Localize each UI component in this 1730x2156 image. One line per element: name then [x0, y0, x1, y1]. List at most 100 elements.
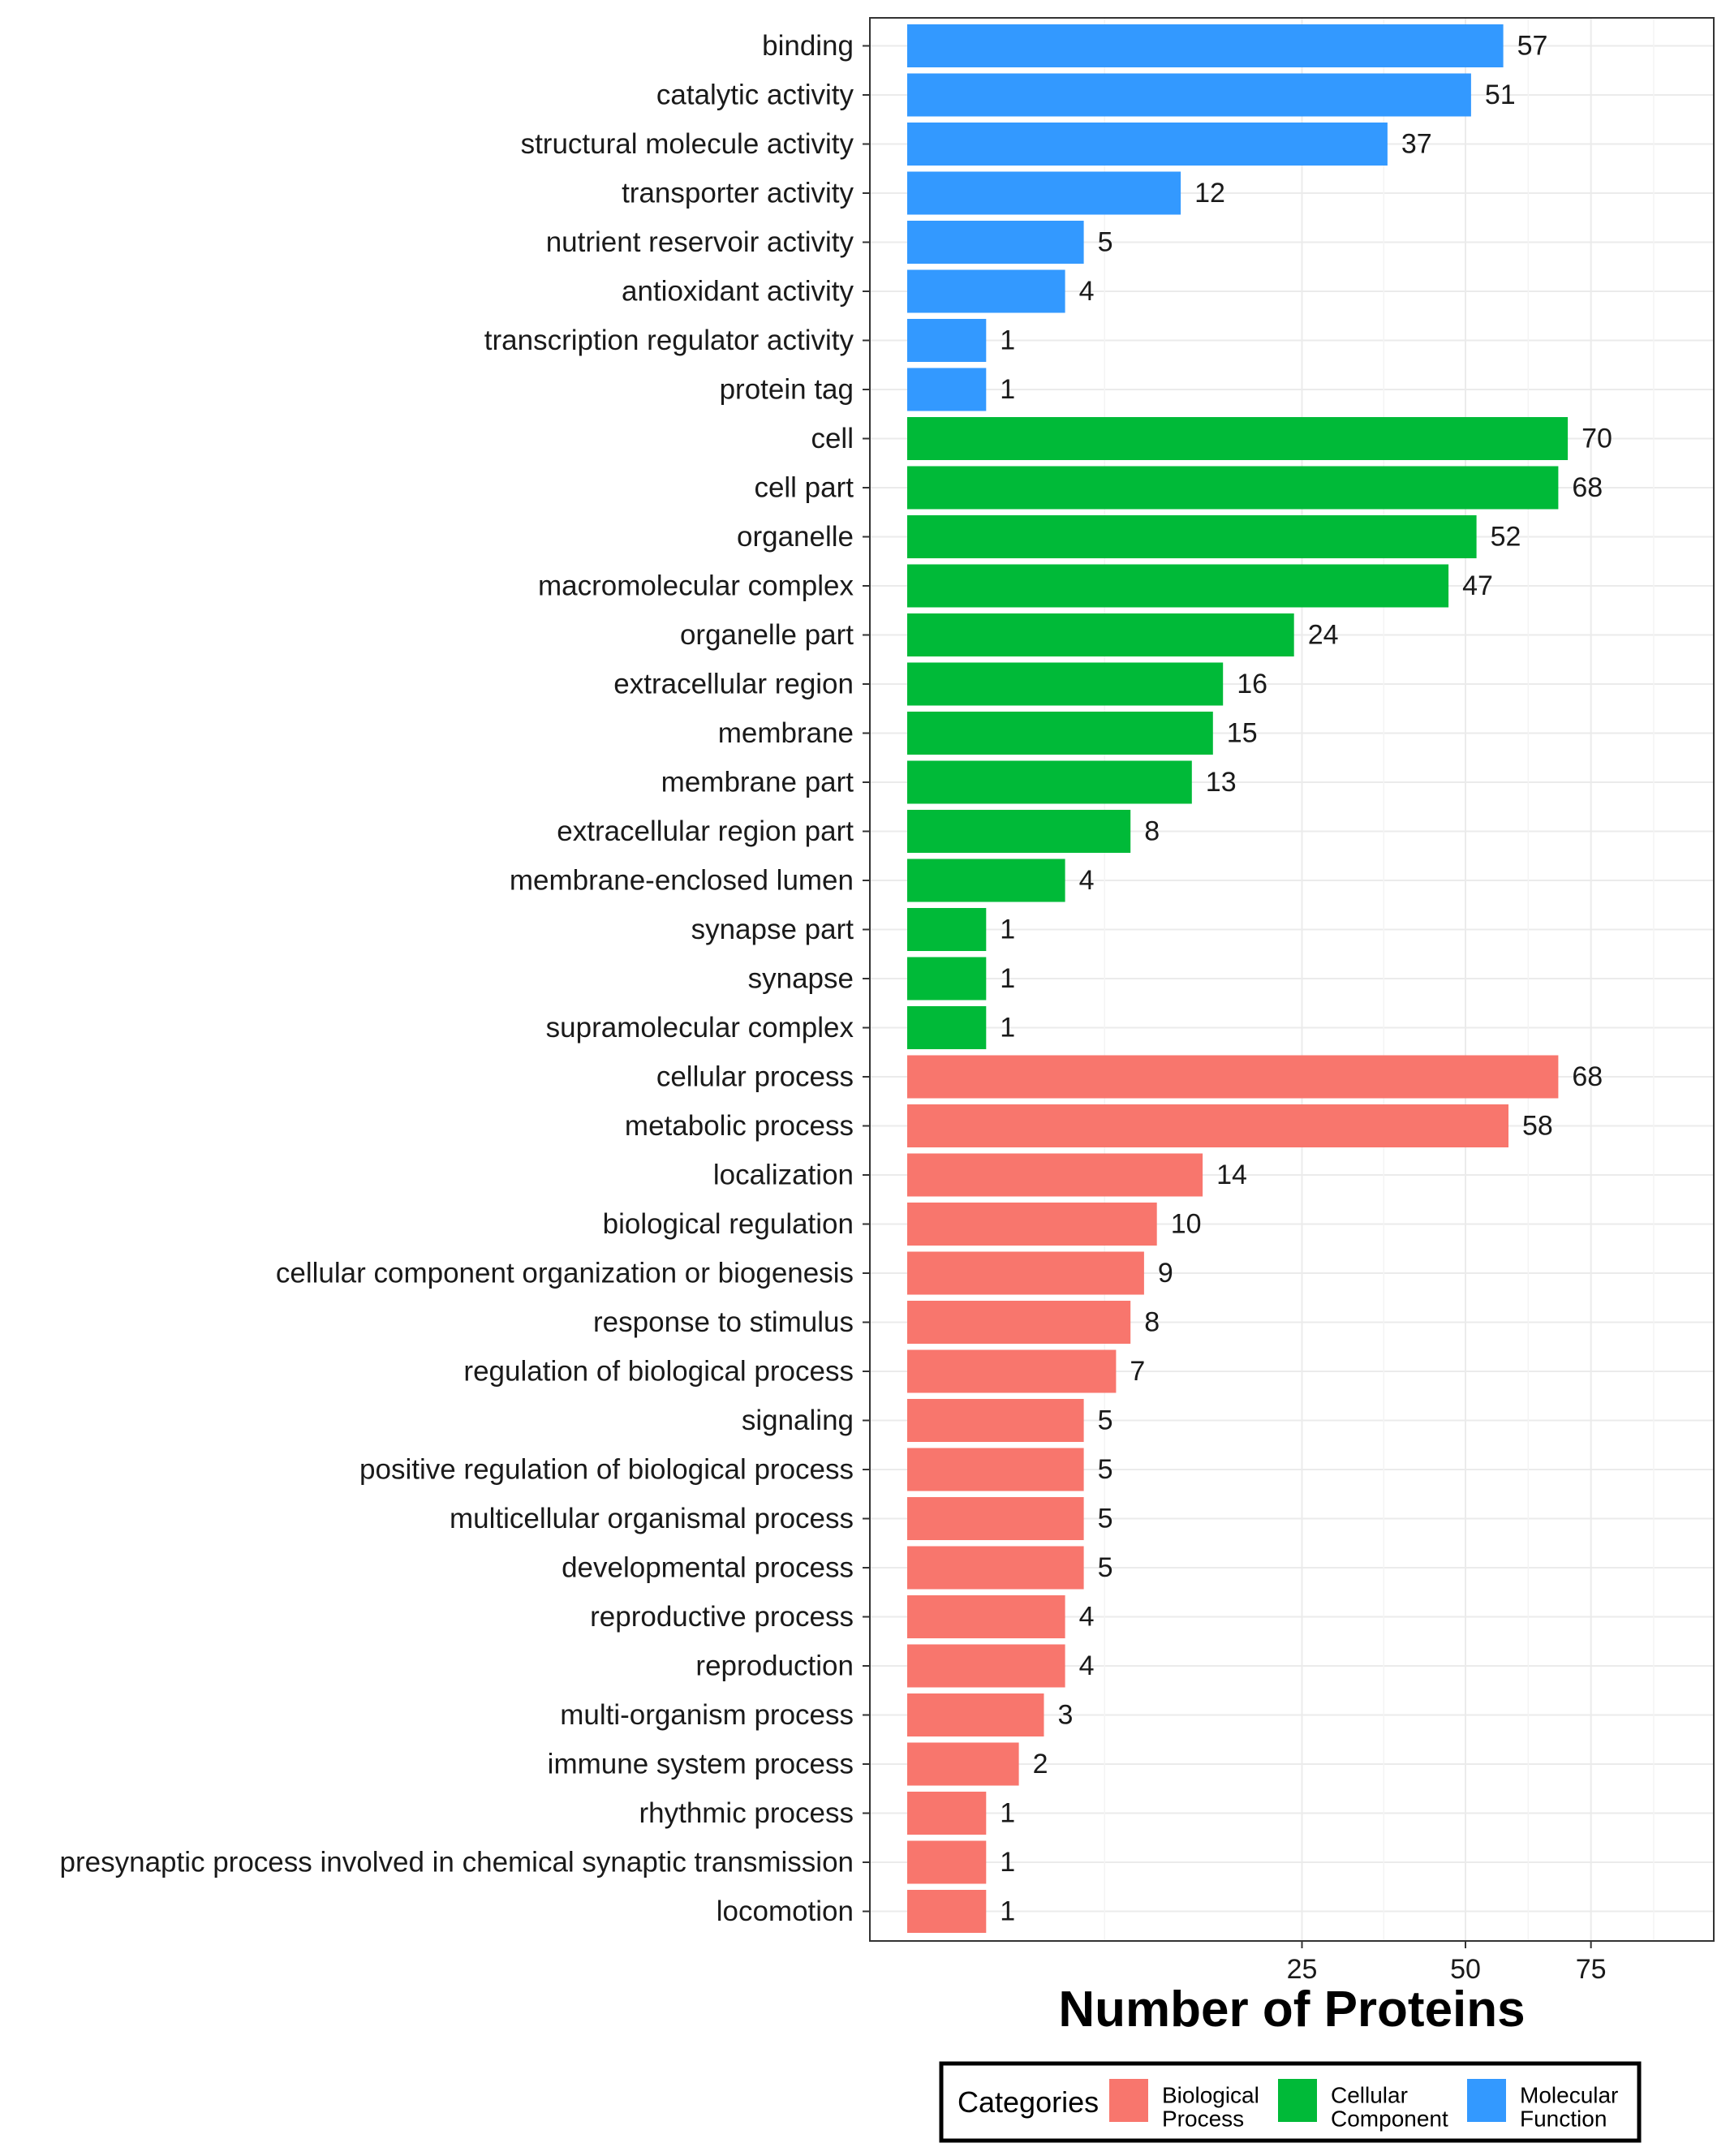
- bar-value-label: 7: [1130, 1356, 1145, 1387]
- bar: [907, 564, 1449, 608]
- bar-value-label: 5: [1098, 1552, 1113, 1583]
- bar-value-label: 9: [1158, 1258, 1173, 1289]
- category-label: extracellular region: [613, 669, 854, 700]
- category-label: transporter activity: [622, 178, 854, 209]
- bar: [907, 269, 1065, 313]
- bar-value-label: 1: [1000, 1847, 1015, 1878]
- bar-value-label: 8: [1144, 816, 1160, 847]
- bar: [907, 760, 1192, 804]
- category-label: macromolecular complex: [538, 570, 854, 602]
- category-label: membrane-enclosed lumen: [510, 865, 854, 897]
- bar: [907, 1840, 987, 1884]
- bar-value-label: 14: [1216, 1160, 1247, 1190]
- bar: [907, 1693, 1044, 1736]
- bar: [907, 466, 1559, 510]
- bar-value-label: 4: [1079, 1602, 1095, 1633]
- category-label: immune system process: [548, 1749, 854, 1780]
- bar-value-label: 68: [1572, 1061, 1603, 1092]
- bar: [907, 1448, 1084, 1491]
- legend-label: Cellular: [1331, 2083, 1408, 2108]
- bar-value-label: 1: [1000, 374, 1015, 405]
- bar: [907, 712, 1213, 755]
- category-label: protein tag: [720, 374, 854, 406]
- bar-value-label: 15: [1227, 718, 1258, 749]
- category-label: cell: [811, 423, 854, 454]
- category-label: synapse part: [691, 914, 854, 945]
- bar-value-label: 1: [1000, 963, 1015, 994]
- bar-value-label: 37: [1401, 129, 1432, 160]
- legend-label: Function: [1520, 2107, 1607, 2132]
- category-label: organelle part: [680, 619, 854, 651]
- bar: [907, 957, 987, 1001]
- legend-key: [1278, 2079, 1317, 2122]
- bar: [907, 908, 987, 951]
- bar: [907, 1251, 1144, 1295]
- legend-label: Molecular: [1520, 2083, 1618, 2108]
- bar: [907, 1644, 1065, 1688]
- bar: [907, 515, 1477, 558]
- category-label: signaling: [742, 1405, 854, 1436]
- x-tick-label: 25: [1287, 1954, 1318, 1985]
- category-label: reproduction: [695, 1650, 854, 1682]
- bar: [907, 1595, 1065, 1638]
- bar-value-label: 1: [1000, 1798, 1015, 1829]
- bar-value-label: 70: [1582, 424, 1612, 454]
- category-label: regulation of biological process: [463, 1356, 854, 1388]
- category-label: antioxidant activity: [622, 276, 854, 308]
- bar: [907, 1153, 1203, 1197]
- category-label: binding: [762, 30, 854, 62]
- bar-value-label: 4: [1079, 276, 1095, 307]
- bar-value-label: 51: [1485, 80, 1516, 110]
- category-label: response to stimulus: [593, 1306, 854, 1338]
- legend-label: Biological: [1162, 2083, 1259, 2108]
- bar-value-label: 24: [1308, 620, 1339, 651]
- category-label: structural molecule activity: [521, 128, 854, 160]
- bar-value-label: 1: [1000, 325, 1015, 356]
- category-label: multicellular organismal process: [450, 1503, 854, 1534]
- bar: [907, 171, 1181, 215]
- bar-value-label: 4: [1079, 1650, 1095, 1681]
- bar-value-label: 47: [1462, 570, 1493, 601]
- bar-value-label: 4: [1079, 865, 1095, 896]
- bar-value-label: 1: [1000, 914, 1015, 945]
- bar: [907, 417, 1569, 460]
- category-label: biological regulation: [603, 1208, 854, 1240]
- bar-value-label: 10: [1171, 1209, 1202, 1240]
- category-label: reproductive process: [590, 1601, 854, 1633]
- legend-title: Categories: [958, 2085, 1099, 2119]
- bar: [907, 319, 987, 362]
- bar: [907, 221, 1084, 264]
- x-tick-label: 50: [1450, 1954, 1481, 1985]
- bar: [907, 613, 1294, 656]
- bar: [907, 1104, 1508, 1147]
- axis-layer: 25 50 75: [863, 17, 1715, 1985]
- bar: [907, 662, 1224, 706]
- bar: [907, 1301, 1131, 1344]
- bar: [907, 123, 1388, 166]
- bar: [907, 1546, 1084, 1590]
- category-label: synapse: [748, 963, 854, 995]
- bar-value-label: 2: [1033, 1749, 1048, 1779]
- bar-layer: [907, 24, 1569, 1933]
- x-tick-label: 75: [1576, 1954, 1607, 1985]
- bar-value-label: 16: [1237, 669, 1267, 699]
- x-axis-title: Number of Proteins: [1058, 1982, 1525, 2038]
- category-label: supramolecular complex: [546, 1012, 854, 1044]
- bar-value-label: 58: [1522, 1111, 1553, 1142]
- bar-value-label: 13: [1206, 767, 1237, 798]
- bar: [907, 1497, 1084, 1540]
- bar: [907, 368, 987, 411]
- bar: [907, 1203, 1157, 1246]
- category-label: membrane: [718, 717, 854, 749]
- category-label: cell part: [754, 472, 854, 504]
- legend-label: Component: [1331, 2107, 1448, 2132]
- category-label: cellular component organization or bioge…: [276, 1258, 854, 1289]
- category-label: presynaptic process involved in chemical…: [60, 1847, 854, 1878]
- category-label: metabolic process: [625, 1110, 854, 1142]
- category-label: membrane part: [661, 767, 854, 798]
- category-label: multi-organism process: [560, 1699, 854, 1731]
